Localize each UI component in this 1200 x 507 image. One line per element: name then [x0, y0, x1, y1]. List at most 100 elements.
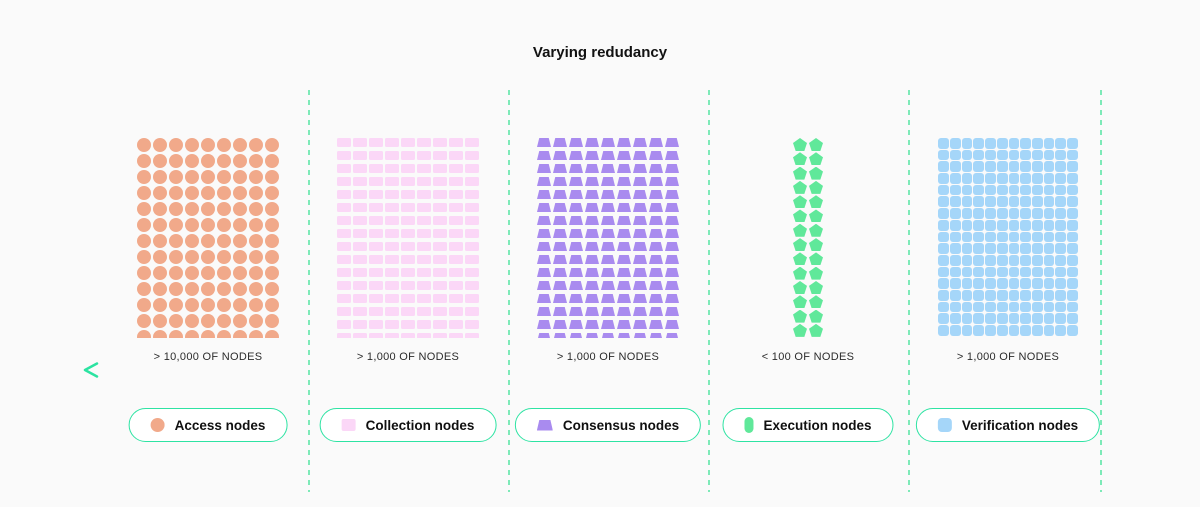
- verification-node-icon: [1055, 196, 1066, 208]
- verification-node-icon: [938, 196, 950, 208]
- consensus-node-icon: [617, 255, 631, 264]
- verification-node-icon: [1020, 278, 1031, 289]
- access-node-icon: [265, 266, 279, 280]
- collection-node-icon: [449, 138, 463, 147]
- section-execution: < 100 OF NODES: [708, 0, 908, 507]
- access-node-icon: [249, 186, 263, 200]
- collection-node-icon: [401, 164, 415, 173]
- verification-node-icon: [996, 313, 1008, 324]
- verification-node-icon: [961, 231, 973, 243]
- verification-node-icon: [973, 231, 985, 243]
- consensus-node-icon: [617, 151, 631, 160]
- consensus-node-icon: [649, 333, 663, 338]
- access-node-icon: [137, 154, 151, 168]
- execution-node-icon: [744, 417, 754, 433]
- access-node-icon: [153, 154, 167, 168]
- collection-node-icon: [417, 242, 431, 251]
- access-node-icon: [249, 282, 263, 296]
- access-node-icon: [217, 250, 231, 264]
- verification-node-icon: [996, 266, 1008, 278]
- consensus-node-icon: [665, 164, 679, 173]
- collection-node-icon: [401, 203, 415, 212]
- access-node-icon: [249, 298, 263, 312]
- consensus-node-icon: [569, 307, 583, 316]
- collection-node-icon: [433, 320, 447, 329]
- verification-node-icon: [973, 301, 985, 313]
- access-node-icon: [153, 266, 167, 280]
- collection-node-icon: [385, 320, 399, 329]
- consensus-node-icon: [553, 164, 567, 173]
- collection-node-icon: [337, 229, 351, 238]
- access-node-icon: [201, 298, 215, 312]
- collection-node-icon: [465, 242, 479, 251]
- consensus-node-icon: [601, 281, 615, 290]
- verification-node-grid: [938, 138, 1078, 336]
- consensus-node-icon: [569, 177, 583, 186]
- consensus-node-icon: [617, 177, 631, 186]
- verification-node-icon: [1066, 161, 1078, 173]
- collection-node-icon: [337, 268, 351, 277]
- execution-node-grid: [793, 138, 823, 337]
- legend-label-execution: Execution nodes: [763, 417, 872, 433]
- consensus-node-icon: [585, 151, 599, 160]
- collection-node-icon: [385, 203, 399, 212]
- consensus-node-icon: [569, 320, 583, 329]
- consensus-node-icon: [649, 268, 663, 277]
- execution-node-icon: [809, 295, 823, 309]
- collection-node-icon: [369, 190, 383, 199]
- verification-node-icon: [985, 278, 996, 289]
- scale-arrow: [83, 362, 1114, 378]
- verification-node-icon: [1043, 301, 1055, 313]
- collection-node-icon: [369, 164, 383, 173]
- verification-node-icon: [1020, 325, 1031, 336]
- collection-node-icon: [449, 151, 463, 160]
- collection-node-icon: [465, 229, 479, 238]
- access-node-icon: [185, 250, 199, 264]
- execution-node-icon: [809, 166, 823, 180]
- access-node-icon: [150, 418, 165, 432]
- collection-node-icon: [449, 333, 463, 338]
- collection-node-icon: [353, 242, 367, 251]
- collection-node-icon: [449, 307, 463, 316]
- consensus-node-icon: [585, 281, 599, 290]
- verification-node-icon: [1020, 161, 1031, 173]
- consensus-node-icon: [537, 203, 551, 212]
- access-node-icon: [137, 282, 151, 296]
- legend-pill-consensus: Consensus nodes: [514, 408, 702, 442]
- verification-node-icon: [1043, 161, 1055, 173]
- consensus-node-icon: [665, 320, 679, 329]
- access-node-icon: [169, 314, 183, 328]
- verification-node-icon: [1008, 243, 1020, 254]
- verification-node-icon: [938, 173, 950, 184]
- verification-node-icon: [961, 243, 973, 254]
- consensus-node-icon: [553, 177, 567, 186]
- verification-node-icon: [1031, 196, 1043, 208]
- execution-node-icon: [809, 223, 823, 237]
- collection-node-icon: [385, 307, 399, 316]
- consensus-node-icon: [633, 216, 647, 225]
- consensus-node-icon: [649, 281, 663, 290]
- verification-node-icon: [961, 138, 973, 149]
- execution-node-icon: [793, 238, 807, 252]
- verification-node-icon: [985, 301, 996, 313]
- consensus-node-icon: [553, 216, 567, 225]
- verification-node-icon: [1043, 184, 1055, 196]
- execution-node-icon: [809, 138, 823, 151]
- consensus-node-icon: [617, 268, 631, 277]
- access-node-icon: [233, 250, 247, 264]
- consensus-node-icon: [537, 242, 551, 251]
- consensus-node-icon: [553, 138, 567, 147]
- verification-node-icon: [950, 161, 961, 173]
- collection-node-icon: [353, 138, 367, 147]
- verification-node-icon: [973, 254, 985, 266]
- collection-node-icon: [433, 138, 447, 147]
- section-divider-3: [708, 90, 710, 492]
- verification-node-icon: [1055, 313, 1066, 324]
- access-node-icon: [201, 154, 215, 168]
- verification-node-icon: [938, 289, 950, 301]
- verification-node-icon: [985, 231, 996, 243]
- collection-node-icon: [449, 190, 463, 199]
- consensus-node-icon: [665, 333, 679, 338]
- verification-node-icon: [1043, 278, 1055, 289]
- collection-node-icon: [433, 268, 447, 277]
